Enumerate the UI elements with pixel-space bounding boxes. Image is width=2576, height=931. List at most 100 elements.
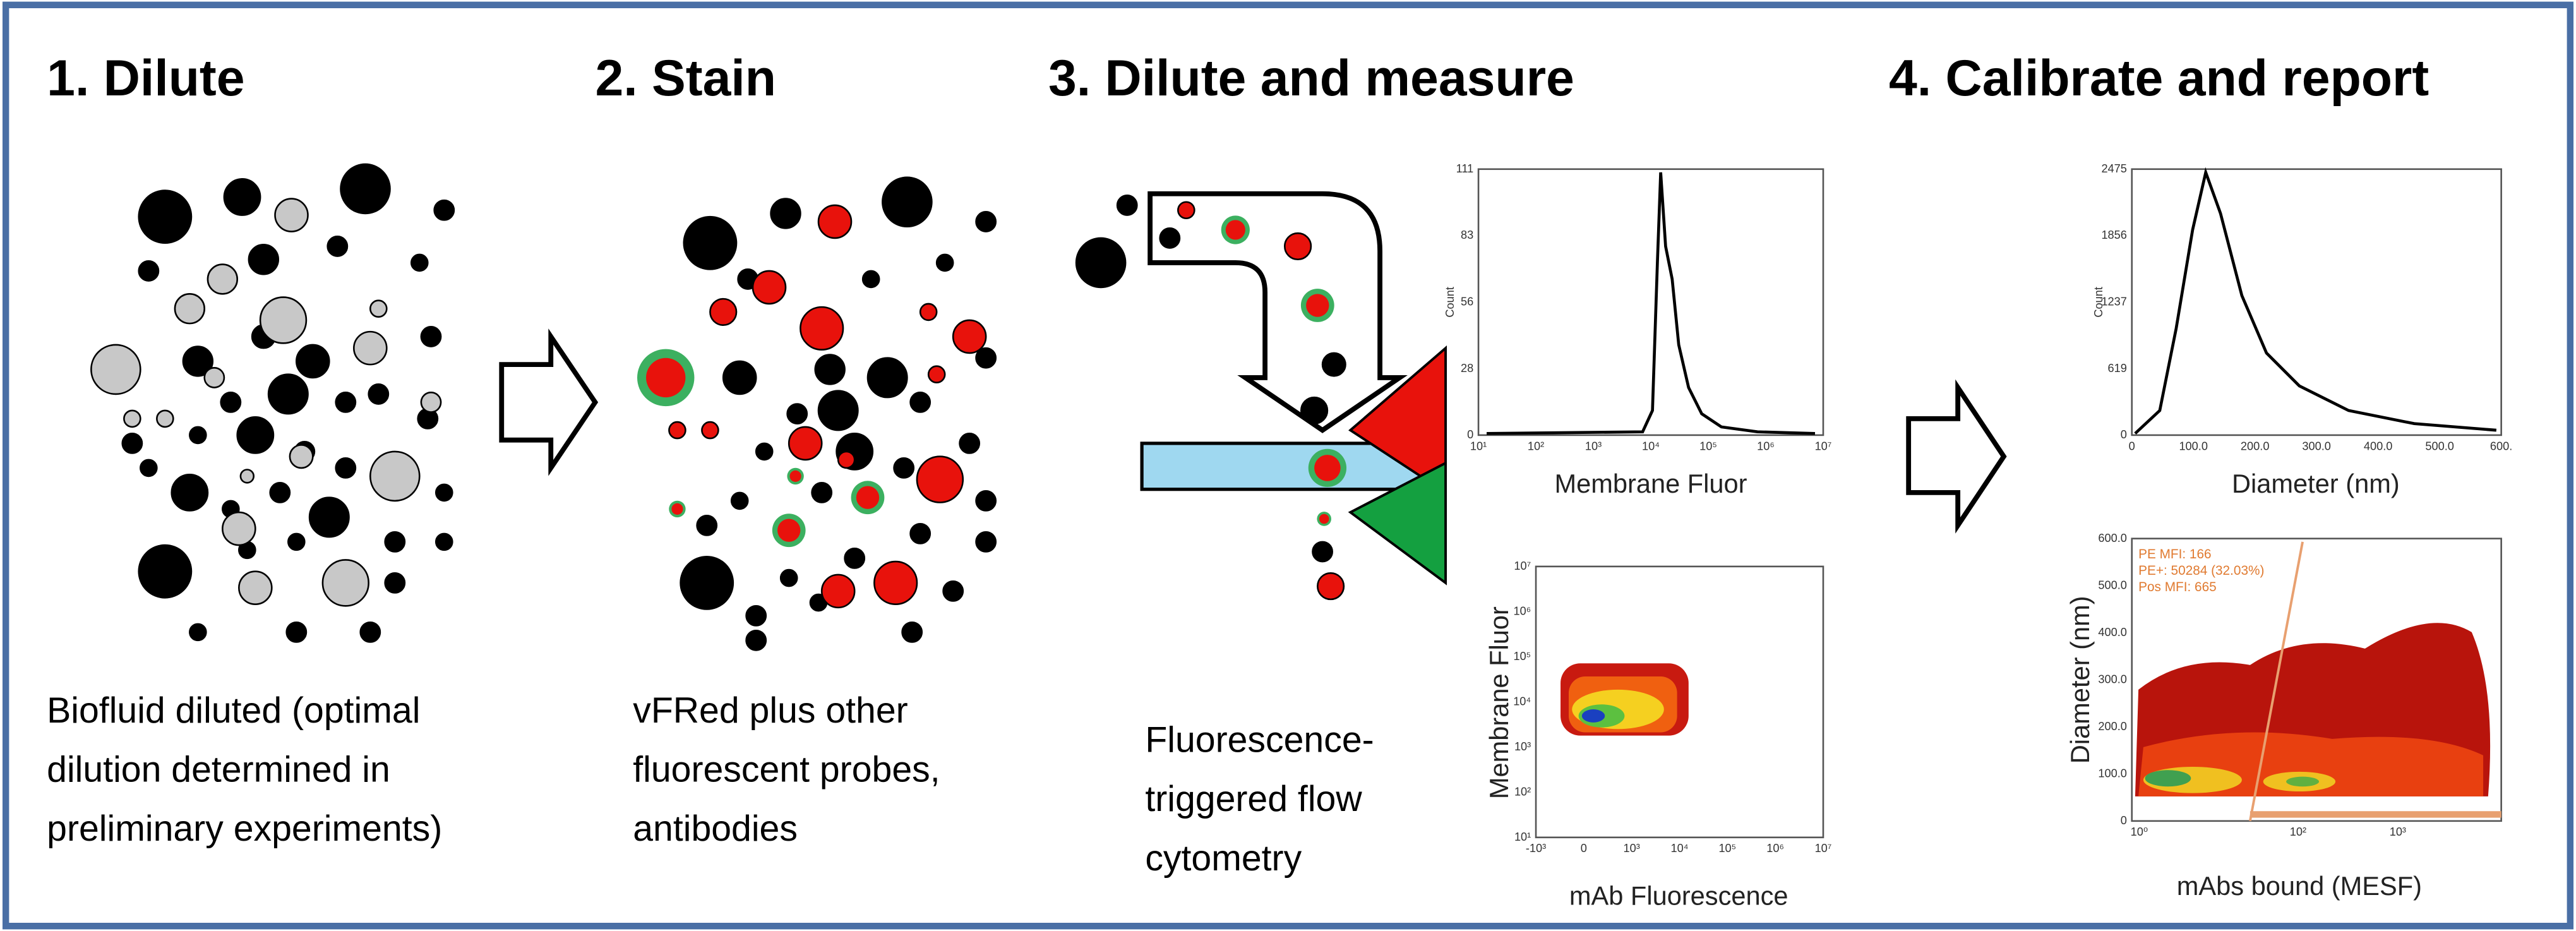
x-tick-label: 10³ — [1585, 440, 1602, 452]
particle — [746, 606, 766, 625]
particle — [1226, 220, 1245, 239]
x-tick-label: 10⁵ — [1699, 440, 1717, 452]
particle — [1314, 455, 1341, 481]
particle — [790, 471, 801, 482]
particle — [157, 411, 173, 427]
x-axis-label: Membrane Fluor — [1555, 469, 1747, 498]
x-tick-label: 10⁴ — [1642, 440, 1660, 452]
particle — [421, 392, 441, 412]
particle — [290, 445, 313, 468]
particle — [911, 392, 930, 412]
particle — [1322, 353, 1345, 376]
x-tick-label: 300.0 — [2302, 440, 2331, 452]
particle — [421, 327, 441, 346]
y-tick-label: 10⁶ — [1514, 605, 1531, 618]
particle — [976, 491, 996, 510]
particle — [800, 307, 843, 350]
x-tick-label: 0 — [2129, 440, 2135, 452]
y-tick-label: 10³ — [1514, 740, 1531, 753]
particle — [140, 460, 157, 476]
particle — [222, 512, 255, 545]
plot-frame — [1478, 169, 1823, 435]
x-tick-label: 10¹ — [1470, 440, 1487, 452]
step-caption: antibodies — [633, 808, 798, 849]
particle — [370, 301, 386, 317]
particle — [874, 562, 917, 604]
particle — [882, 177, 932, 227]
step-caption: cytometry — [1145, 838, 1302, 879]
x-tick-label: 10³ — [2390, 826, 2406, 838]
particle — [296, 345, 329, 378]
particle — [646, 358, 685, 397]
particle — [818, 205, 851, 238]
particle — [208, 265, 237, 294]
particle — [260, 297, 306, 344]
y-tick-label: 10⁴ — [1513, 695, 1531, 708]
particle — [845, 548, 865, 568]
x-tick-label: 10⁷ — [1815, 440, 1832, 452]
particle — [976, 348, 996, 368]
step-caption: dilution determined in — [47, 749, 390, 790]
y-axis-label: Diameter (nm) — [2065, 596, 2095, 764]
y-tick-label: 100.0 — [2098, 767, 2127, 779]
particle — [917, 457, 963, 503]
particle — [139, 261, 159, 280]
particle — [275, 199, 308, 232]
particle — [1306, 294, 1329, 316]
x-tick-label: 10⁶ — [1766, 842, 1784, 855]
particle — [920, 304, 937, 320]
x-tick-label: 10² — [2290, 826, 2306, 838]
y-tick-label: 10⁵ — [1513, 650, 1531, 663]
y-tick-label: 0 — [2121, 428, 2127, 441]
particle — [1317, 573, 1344, 599]
step-title: 2. Stain — [595, 50, 776, 107]
x-tick-label: 200.0 — [2241, 440, 2270, 452]
particle — [224, 179, 260, 215]
particle — [756, 443, 772, 460]
step-caption: triggered flow — [1145, 779, 1362, 819]
particle — [175, 294, 205, 323]
x-axis-label: Diameter (nm) — [2232, 469, 2400, 498]
particle — [436, 534, 452, 550]
particle — [976, 532, 996, 551]
particle — [868, 358, 907, 397]
step-caption: Biofluid diluted (optimal — [47, 690, 420, 731]
particle — [385, 532, 405, 551]
y-tick-label: 10⁷ — [1514, 560, 1531, 572]
particle — [822, 575, 854, 608]
particle — [369, 384, 388, 404]
x-tick-label: 10⁰ — [2131, 826, 2148, 838]
particle — [361, 622, 380, 642]
particle — [436, 484, 452, 501]
particle — [341, 164, 390, 213]
x-tick-label: 600. — [2490, 440, 2512, 452]
particle — [863, 271, 879, 287]
particle — [288, 534, 304, 550]
x-tick-label: 10⁴ — [1670, 842, 1688, 855]
gate-stat: PE MFI: 166 — [2138, 547, 2212, 562]
particle — [788, 404, 807, 424]
particle — [1319, 514, 1329, 524]
particle — [124, 411, 140, 427]
step-title: 3. Dilute and measure — [1048, 50, 1574, 107]
step-caption: preliminary experiments) — [47, 808, 442, 849]
particle — [723, 361, 756, 394]
y-tick-label: 200.0 — [2098, 720, 2127, 733]
particle — [370, 452, 419, 501]
particle — [746, 630, 766, 650]
step-title: 4. Calibrate and report — [1889, 50, 2429, 107]
x-axis-label: mAbs bound (MESF) — [2177, 871, 2422, 901]
particle — [91, 345, 140, 394]
y-tick-label: 400.0 — [2098, 626, 2127, 639]
particle — [697, 515, 717, 535]
x-tick-label: 500.0 — [2425, 440, 2454, 452]
y-tick-label: 56 — [1461, 296, 1473, 308]
particle — [838, 452, 854, 468]
x-tick-label: 100.0 — [2179, 440, 2208, 452]
particle — [336, 458, 356, 478]
particle — [815, 355, 845, 385]
particle — [777, 519, 800, 541]
y-tick-label: 619 — [2108, 362, 2127, 375]
particle — [671, 503, 683, 515]
particle — [268, 375, 308, 414]
